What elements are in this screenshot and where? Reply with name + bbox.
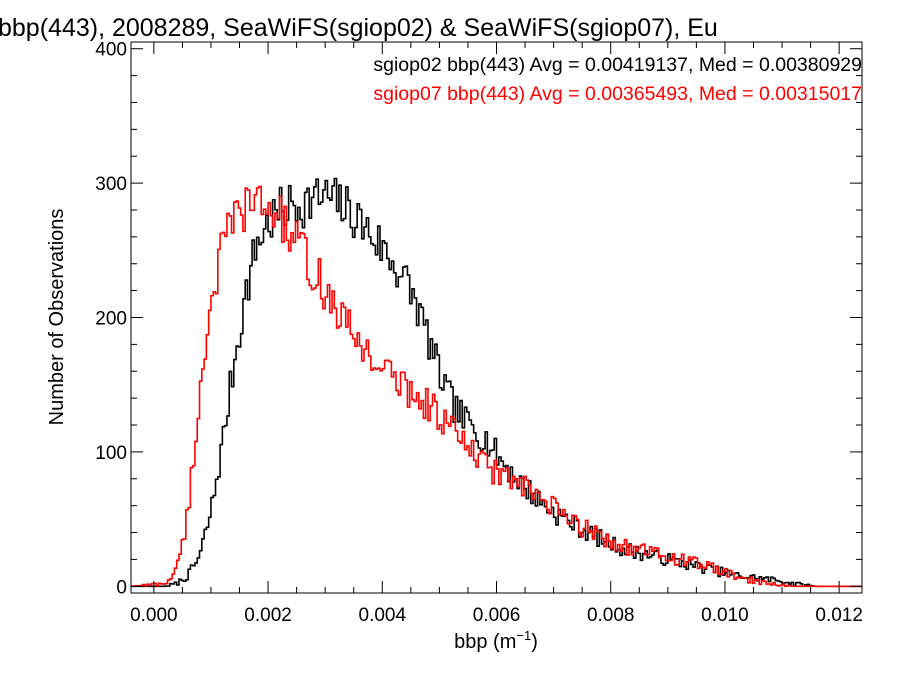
x-tick-label: 0.006: [473, 605, 521, 626]
x-tick-label: 0.008: [587, 605, 635, 626]
x-axis-label-text: bbp (m: [454, 631, 516, 653]
y-axis-label: Number of Observations: [46, 209, 68, 426]
x-axis-label-exponent: −1: [516, 628, 531, 643]
x-tick-label: 0.002: [244, 605, 292, 626]
tick-layer: 0.000 0.002 0.004 0.006 0.008 0.010 0.012 0 100 2…: [95, 40, 863, 626]
y-tick-label: 300: [95, 174, 127, 195]
y-tick-label: 200: [95, 309, 127, 330]
legend-entry-sgiop07: sgiop07 bbp(443) Avg = 0.00365493, Med =…: [373, 83, 862, 105]
legend-entry-sgiop02: sgiop02 bbp(443) Avg = 0.00419137, Med =…: [373, 54, 862, 76]
series-layer: [131, 177, 862, 588]
x-tick-label: 0.012: [815, 605, 863, 626]
x-tick-label: 0.010: [701, 605, 749, 626]
chart-title: bbp(443), 2008289, SeaWiFS(sgiop02) & Se…: [0, 14, 718, 42]
x-tick-label: 0.000: [130, 605, 178, 626]
x-axis-label-close: ): [531, 631, 538, 653]
x-tick-label: 0.004: [359, 605, 407, 626]
series-line-sgiop02: [131, 177, 862, 588]
y-tick-label: 0: [116, 577, 127, 598]
plot-frame: [130, 41, 863, 594]
y-tick-label: 100: [95, 443, 127, 464]
x-axis-label: bbp (m−1): [454, 628, 538, 653]
series-line-sgiop07: [131, 185, 862, 588]
y-tick-label: 400: [95, 40, 127, 61]
